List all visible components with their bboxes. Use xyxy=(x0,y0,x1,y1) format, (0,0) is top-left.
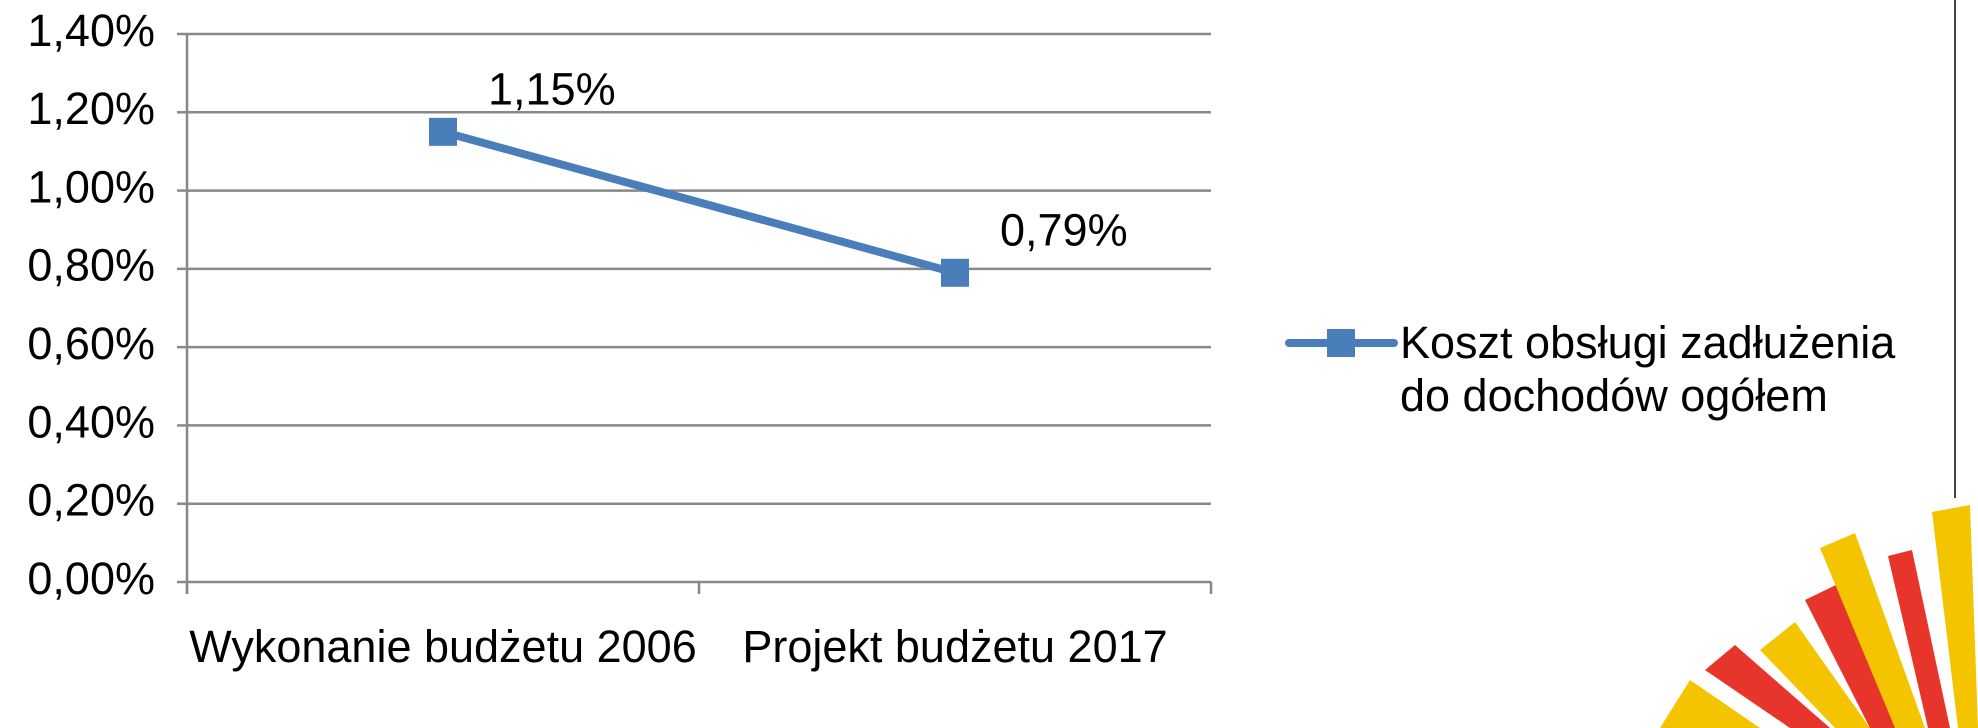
marker xyxy=(941,258,969,287)
y-tick-label: 0,80% xyxy=(27,240,155,291)
x-tick-label: Projekt budżetu 2017 xyxy=(742,621,1168,672)
y-tick-label: 0,40% xyxy=(27,396,155,447)
legend-label: Koszt obsługi zadłużenia do dochodów ogó… xyxy=(1400,317,1896,421)
x-tick-label: Wykonanie budżetu 2006 xyxy=(189,621,697,672)
data-label: 0,79% xyxy=(1000,205,1128,256)
y-tick-label: 0,20% xyxy=(27,475,155,526)
data-label: 1,15% xyxy=(488,64,616,115)
y-tick-label: 0,00% xyxy=(27,553,155,604)
legend-marker xyxy=(1327,329,1355,357)
logo xyxy=(1660,505,1978,728)
y-tick-label: 1,20% xyxy=(27,83,155,134)
y-tick-label: 1,00% xyxy=(27,161,155,212)
y-tick-label: 1,40% xyxy=(27,5,155,56)
series-line xyxy=(441,128,957,277)
y-tick-label: 0,60% xyxy=(27,318,155,369)
marker xyxy=(429,117,457,146)
